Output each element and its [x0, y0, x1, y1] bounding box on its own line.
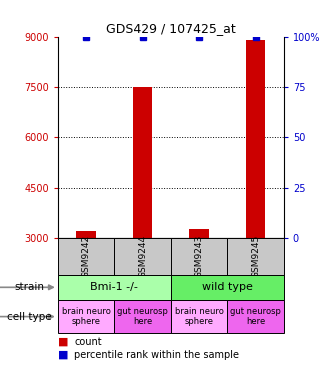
Text: gut neurosp
here: gut neurosp here	[230, 307, 281, 326]
Bar	[58, 300, 114, 333]
Text: GSM9242: GSM9242	[82, 235, 90, 278]
Text: strain: strain	[15, 282, 45, 292]
Text: GSM9244: GSM9244	[138, 235, 147, 278]
Text: wild type: wild type	[202, 282, 253, 292]
Bar	[171, 300, 227, 333]
Text: gut neurosp
here: gut neurosp here	[117, 307, 168, 326]
Text: GSM9243: GSM9243	[194, 235, 204, 278]
Title: GDS429 / 107425_at: GDS429 / 107425_at	[106, 22, 236, 36]
Bar	[227, 238, 284, 274]
Text: cell type: cell type	[7, 311, 51, 322]
Bar	[189, 228, 209, 238]
Bar	[171, 274, 284, 300]
Bar	[171, 238, 227, 274]
Bar	[246, 40, 265, 238]
Bar	[58, 274, 171, 300]
Text: Bmi-1 -/-: Bmi-1 -/-	[90, 282, 138, 292]
Bar	[133, 87, 152, 238]
Bar	[227, 300, 284, 333]
Text: brain neuro
sphere: brain neuro sphere	[175, 307, 223, 326]
Text: GSM9245: GSM9245	[251, 235, 260, 278]
Bar	[114, 238, 171, 274]
Bar	[76, 231, 96, 238]
Bar	[58, 238, 114, 274]
Text: percentile rank within the sample: percentile rank within the sample	[74, 350, 239, 360]
Text: brain neuro
sphere: brain neuro sphere	[62, 307, 111, 326]
Bar	[114, 300, 171, 333]
Text: ■: ■	[58, 350, 68, 360]
Text: ■: ■	[58, 337, 68, 347]
Text: count: count	[74, 337, 102, 347]
